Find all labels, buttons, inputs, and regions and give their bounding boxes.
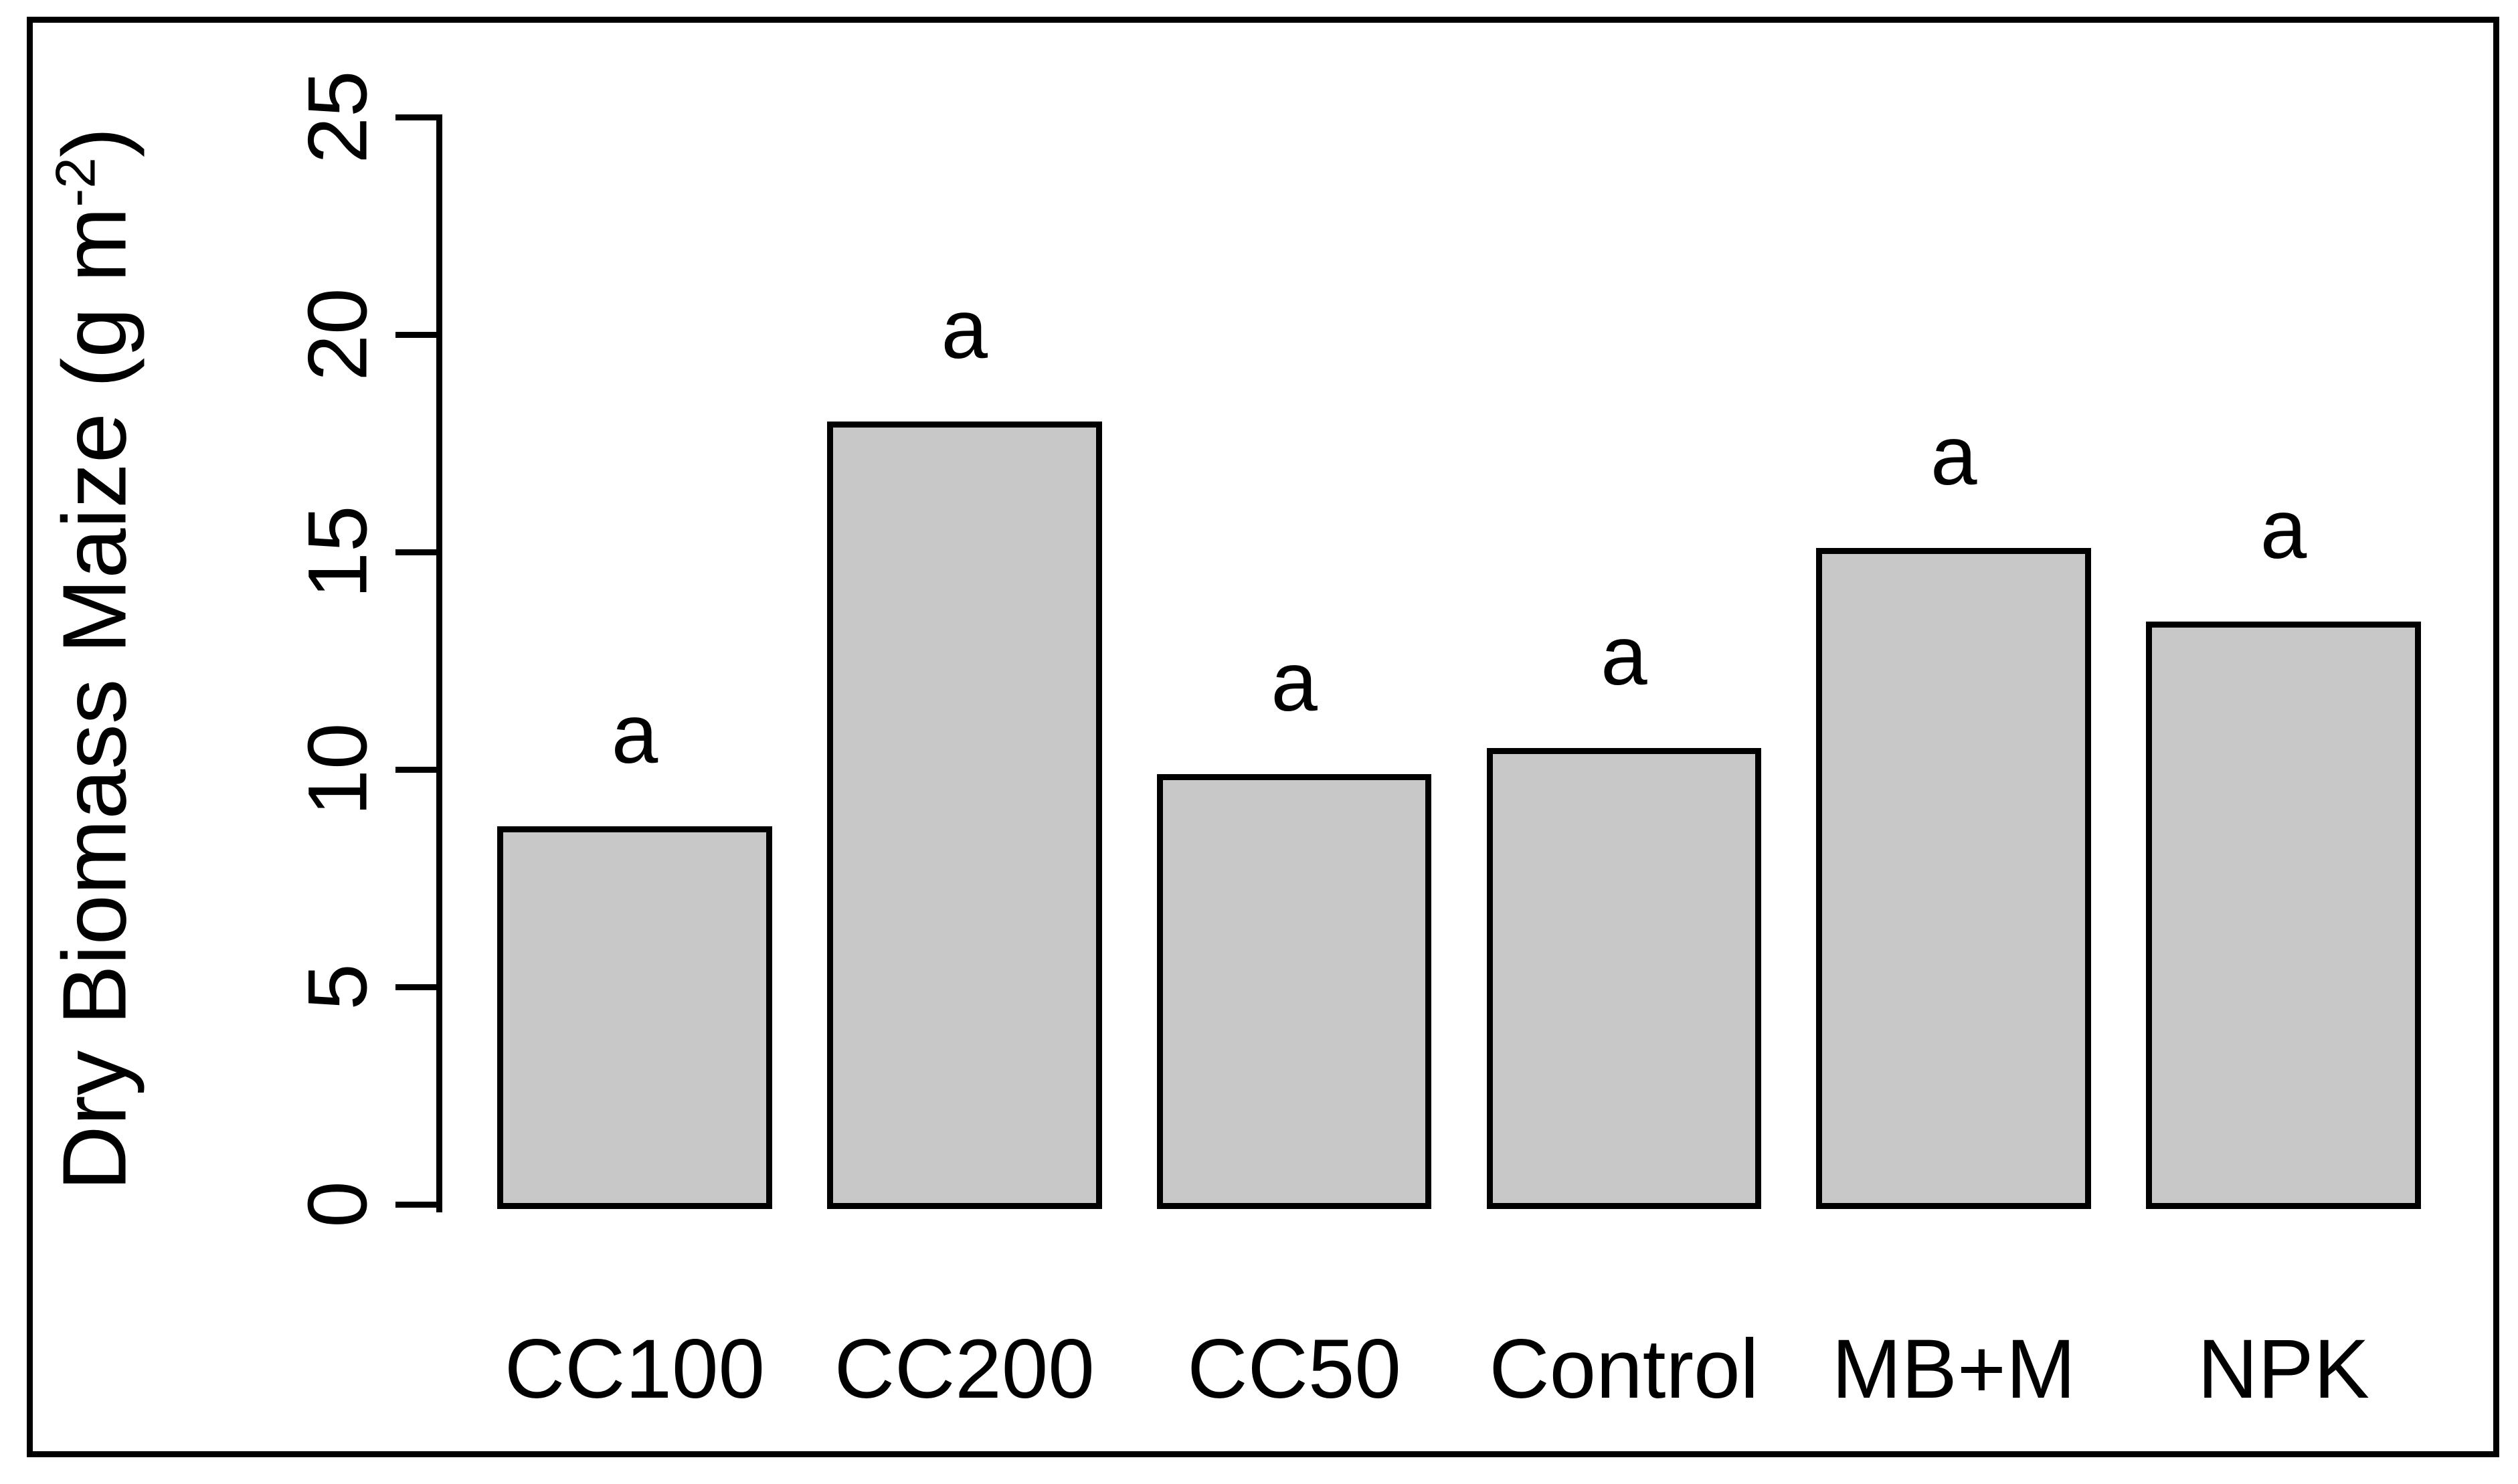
y-axis-tick <box>395 331 442 338</box>
y-axis-tick <box>395 549 442 555</box>
y-axis-tick <box>395 1201 442 1208</box>
x-axis-label-CC200: CC200 <box>834 1323 1095 1416</box>
bar-Control <box>1486 747 1762 1209</box>
bar-CC100 <box>497 826 772 1209</box>
y-axis-title-suffix: ) <box>43 127 145 158</box>
y-axis-line <box>436 115 442 1212</box>
y-axis-tick-label: 0 <box>291 1181 385 1228</box>
significance-letter: a <box>611 687 658 781</box>
y-axis-title: Dry Biomass Maize (g m-2) <box>44 127 145 1191</box>
y-axis-title-superscript: -2 <box>43 157 107 207</box>
y-axis-tick-label: 10 <box>291 723 385 816</box>
bar-CC50 <box>1156 773 1432 1209</box>
figure-border <box>27 17 2499 1457</box>
significance-letter: a <box>1601 609 1647 703</box>
y-axis-tick <box>395 984 442 990</box>
significance-letter: a <box>2260 483 2307 576</box>
y-axis-tick <box>395 114 442 120</box>
significance-letter: a <box>1930 409 1977 502</box>
bar-MB+M <box>1816 547 2092 1209</box>
y-axis-tick-label: 20 <box>291 288 385 381</box>
y-axis-tick <box>395 766 442 773</box>
y-axis-tick-label: 15 <box>291 505 385 599</box>
y-axis-title-prefix: Dry Biomass Maize (g m <box>43 207 145 1191</box>
y-axis-tick-label: 25 <box>291 70 385 164</box>
x-axis-label-CC50: CC50 <box>1187 1323 1401 1416</box>
bar-NPK <box>2146 622 2421 1209</box>
significance-letter: a <box>1271 635 1318 729</box>
x-axis-label-MB+M: MB+M <box>1831 1323 2076 1416</box>
x-axis-label-CC100: CC100 <box>504 1323 766 1416</box>
bar-CC200 <box>826 422 1102 1209</box>
significance-letter: a <box>941 283 988 376</box>
y-axis-tick-label: 5 <box>291 963 385 1010</box>
x-axis-label-NPK: NPK <box>2197 1323 2370 1416</box>
x-axis-label-Control: Control <box>1489 1323 1759 1416</box>
